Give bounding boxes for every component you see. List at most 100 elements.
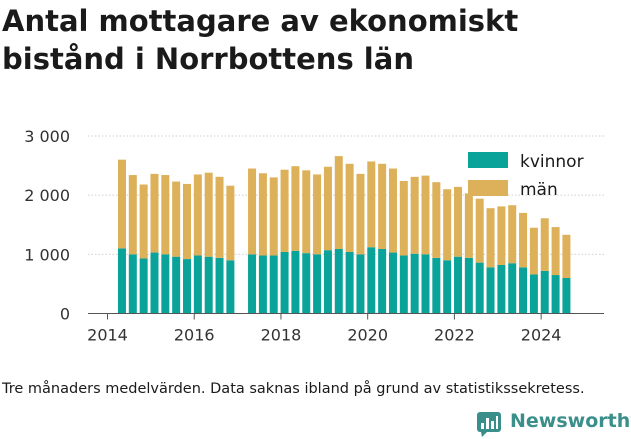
y-tick-label: 0 xyxy=(60,305,70,324)
bar-man xyxy=(172,181,181,257)
bar-man xyxy=(508,205,517,264)
bar-man xyxy=(540,218,549,271)
bar-kvinnor xyxy=(334,249,343,314)
bar-man xyxy=(161,175,170,255)
bar-kvinnor xyxy=(269,255,278,314)
bar-man xyxy=(410,176,419,254)
bar-kvinnor xyxy=(302,253,311,314)
bar-kvinnor xyxy=(183,259,192,314)
bar-kvinnor xyxy=(356,254,365,314)
legend-swatch-man xyxy=(468,180,508,196)
bar-kvinnor xyxy=(421,254,430,314)
bar-kvinnor xyxy=(399,255,408,314)
bar-kvinnor xyxy=(139,258,148,314)
x-tick-label: 2020 xyxy=(347,326,388,345)
bar-man xyxy=(280,169,289,252)
bar-man xyxy=(139,184,148,259)
bar-kvinnor xyxy=(475,262,484,314)
chart-caption: Tre månaders medelvärden. Data saknas ib… xyxy=(2,381,585,397)
bar-kvinnor xyxy=(388,252,397,314)
y-tick-label: 2 000 xyxy=(24,186,70,205)
bar-man xyxy=(291,166,300,251)
bar-kvinnor xyxy=(248,254,257,314)
bar-man xyxy=(486,208,495,268)
bar-man xyxy=(551,227,560,276)
brand-logo: Newsworthy xyxy=(474,408,631,438)
bar-man xyxy=(150,173,159,253)
bar-man xyxy=(269,177,278,256)
bar-man xyxy=(226,185,235,261)
bar-kvinnor xyxy=(291,250,300,314)
bar-man xyxy=(454,186,463,257)
bar-man xyxy=(193,174,202,256)
bar-kvinnor xyxy=(540,270,549,314)
bar-man xyxy=(497,206,506,265)
bar-man xyxy=(399,180,408,256)
bar-man xyxy=(248,168,257,255)
bar-kvinnor xyxy=(128,254,137,314)
legend: kvinnor män xyxy=(468,152,584,200)
bar-kvinnor xyxy=(378,249,387,314)
x-tick-label: 2014 xyxy=(87,326,128,345)
x-tick-label: 2018 xyxy=(261,326,302,345)
bar-man xyxy=(117,159,126,249)
bar-kvinnor xyxy=(508,263,517,314)
bar-kvinnor xyxy=(258,255,267,314)
chart-title: Antal mottagare av ekonomiskt bistånd i … xyxy=(2,4,519,76)
bar-man xyxy=(464,193,473,258)
x-tick-label: 2022 xyxy=(434,326,475,345)
bar-kvinnor xyxy=(551,275,560,314)
bar-kvinnor xyxy=(443,260,452,314)
bar-kvinnor xyxy=(172,256,181,314)
x-axis-ticks: 2014 2016 2018 2020 2022 2024 xyxy=(87,313,561,345)
bar-man xyxy=(345,163,354,252)
bar-man xyxy=(388,168,397,253)
bar-kvinnor xyxy=(161,254,170,314)
bar-kvinnor xyxy=(410,253,419,314)
bar-kvinnor xyxy=(432,257,441,314)
legend-label-man: män xyxy=(520,180,558,200)
bar-kvinnor xyxy=(313,254,322,314)
bar-man xyxy=(323,166,332,251)
bar-man xyxy=(356,173,365,255)
bar-kvinnor xyxy=(215,257,224,314)
y-tick-label: 3 000 xyxy=(24,127,70,146)
bar-kvinnor xyxy=(280,251,289,314)
bar-kvinnor xyxy=(519,267,528,314)
bar-kvinnor xyxy=(323,250,332,314)
newsworthy-logo-icon xyxy=(477,412,501,437)
bar-man xyxy=(204,172,213,257)
bar-man xyxy=(519,212,528,268)
bar-kvinnor xyxy=(497,264,506,314)
bar-series xyxy=(117,156,571,314)
bar-man xyxy=(529,227,538,275)
bar-kvinnor xyxy=(454,256,463,314)
bar-kvinnor xyxy=(367,247,376,314)
bar-man xyxy=(432,182,441,258)
bar-kvinnor xyxy=(117,248,126,314)
bar-kvinnor xyxy=(150,252,159,314)
bar-kvinnor xyxy=(562,278,571,314)
y-axis-ticks: 0 1 000 2 000 3 000 xyxy=(24,127,70,324)
bar-kvinnor xyxy=(486,267,495,314)
bar-man xyxy=(334,156,343,250)
bar-kvinnor xyxy=(529,274,538,314)
bar-man xyxy=(302,170,311,254)
bar-kvinnor xyxy=(464,257,473,314)
bar-man xyxy=(421,175,430,255)
bar-man xyxy=(313,174,322,255)
bar-man xyxy=(475,198,484,263)
bar-kvinnor xyxy=(193,255,202,314)
legend-swatch-kvinnor xyxy=(468,152,508,168)
legend-label-kvinnor: kvinnor xyxy=(520,152,584,172)
bar-kvinnor xyxy=(345,251,354,314)
brand-name: Newsworthy xyxy=(510,410,631,432)
y-tick-label: 1 000 xyxy=(24,245,70,264)
bar-man xyxy=(443,189,452,261)
bar-kvinnor xyxy=(226,260,235,314)
bar-man xyxy=(562,234,571,278)
bar-man xyxy=(183,183,192,260)
bar-kvinnor xyxy=(204,256,213,314)
bar-man xyxy=(128,175,137,255)
bar-man xyxy=(367,161,376,248)
